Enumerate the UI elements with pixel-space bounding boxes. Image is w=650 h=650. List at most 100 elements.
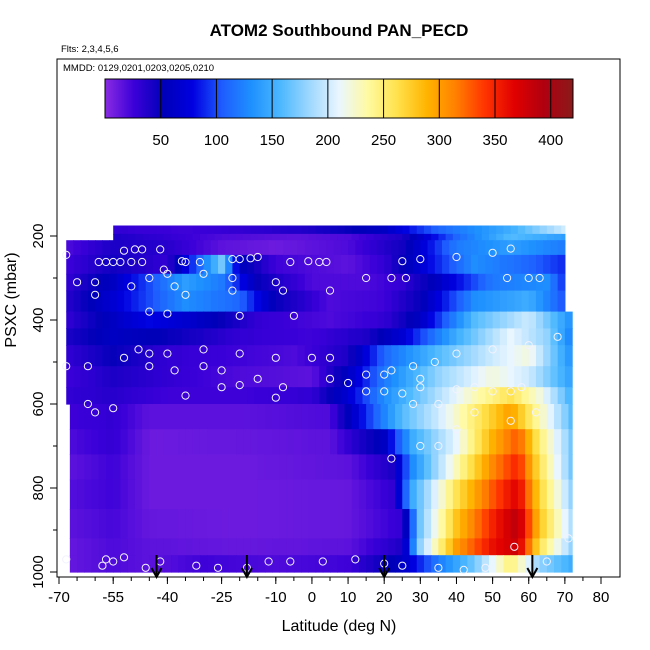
heatmap-cell (546, 429, 555, 455)
heatmap-cell (210, 273, 219, 292)
heatmap-cell (131, 240, 140, 256)
heatmap-cell (221, 555, 230, 573)
heatmap-cell (395, 509, 403, 539)
heatmap-cell (189, 387, 197, 405)
heatmap-cell (113, 233, 122, 245)
heatmap-cell (376, 254, 385, 275)
heatmap-cell (330, 479, 338, 510)
heatmap-cell (423, 225, 432, 235)
heatmap-cell (409, 555, 418, 573)
heatmap-cell (402, 479, 411, 510)
heatmap-cell (272, 479, 281, 510)
heatmap-cell (431, 225, 439, 235)
heatmap-cell (268, 240, 277, 256)
heatmap-cell (402, 555, 411, 573)
heatmap-cell (152, 311, 161, 329)
heatmap-cell (77, 454, 85, 481)
x-tick-label: 40 (448, 589, 465, 606)
heatmap-cell (478, 387, 486, 405)
heatmap-cell (145, 366, 154, 388)
sample-point (409, 362, 418, 371)
heatmap-cell (507, 254, 515, 275)
heatmap-cell (149, 404, 158, 430)
heatmap-cell (127, 429, 136, 455)
heatmap-cell (225, 366, 234, 388)
heatmap-cell (156, 555, 165, 573)
heatmap-cell (203, 345, 212, 367)
heatmap-cell (351, 538, 360, 556)
heatmap-cell (124, 311, 132, 329)
heatmap-cell (380, 479, 389, 510)
colorbar-tick-label: 300 (427, 132, 452, 149)
heatmap-cell (467, 225, 476, 235)
heatmap-cell (290, 254, 299, 275)
heatmap-cell (438, 404, 447, 430)
heatmap-cell (192, 538, 201, 556)
sample-point (145, 307, 154, 316)
heatmap-cell (207, 233, 215, 245)
heatmap-cell (181, 366, 190, 388)
heatmap-cell (232, 273, 241, 292)
sample-point (524, 341, 533, 350)
sample-point (119, 353, 129, 362)
y-axis-label: PSXC (mbar) (3, 252, 20, 347)
colorbar-tick-label: 350 (482, 132, 507, 149)
sample-point (434, 399, 443, 409)
heatmap-cell (239, 273, 248, 292)
heatmap-cell (409, 509, 418, 539)
heatmap-cell (120, 555, 129, 573)
heatmap-cell (340, 387, 349, 405)
sample-point (452, 425, 461, 434)
heatmap-cell (413, 311, 421, 329)
sample-point (91, 408, 100, 417)
heatmap-cell (102, 345, 111, 367)
heatmap-cell (460, 454, 468, 481)
heatmap-cell (87, 290, 96, 313)
heatmap-cell (199, 479, 208, 510)
heatmap-cell (185, 429, 194, 455)
heatmap-cell (171, 404, 179, 430)
heatmap-cell (405, 240, 414, 256)
sample-point (62, 362, 71, 371)
heatmap-cell (543, 240, 552, 256)
heatmap-cell (228, 404, 237, 430)
heatmap-cell (543, 387, 552, 405)
heatmap-cell (405, 328, 414, 346)
heatmap-cell (283, 290, 291, 313)
heatmap-cell (279, 509, 288, 539)
heatmap-cell (91, 479, 100, 510)
heatmap-cell (160, 387, 168, 405)
heatmap-cell (84, 538, 93, 556)
heatmap-cell (87, 328, 96, 346)
x-tick-label: 10 (340, 589, 357, 606)
heatmap-cell (344, 538, 353, 556)
heatmap-cell (217, 387, 226, 405)
heatmap-cell (340, 328, 349, 346)
heatmap-cell (160, 240, 168, 256)
x-tick-label: 80 (593, 589, 610, 606)
heatmap-cell (452, 454, 461, 481)
sample-point (398, 257, 407, 266)
heatmap-cell (275, 290, 284, 313)
heatmap-cell (142, 233, 150, 245)
heatmap-cell (485, 345, 494, 367)
heatmap-cell (467, 555, 476, 573)
heatmap-cell (521, 240, 530, 256)
heatmap-cell (438, 429, 447, 455)
heatmap-cell (225, 345, 234, 367)
sample-point (488, 387, 497, 396)
heatmap-cell (470, 240, 479, 256)
heatmap-cell (557, 273, 566, 292)
x-tick-label: -25 (211, 589, 233, 606)
points-layer (62, 244, 573, 575)
heatmap-cell (514, 387, 523, 405)
sample-point (199, 269, 208, 278)
heatmap-cell (199, 538, 208, 556)
heatmap-cell (214, 429, 223, 455)
heatmap-cell (344, 404, 353, 430)
heatmap-cell (156, 538, 165, 556)
sample-point (138, 245, 147, 254)
heatmap-cell (474, 429, 483, 455)
sample-point (199, 362, 208, 371)
heatmap-cell (387, 509, 396, 539)
